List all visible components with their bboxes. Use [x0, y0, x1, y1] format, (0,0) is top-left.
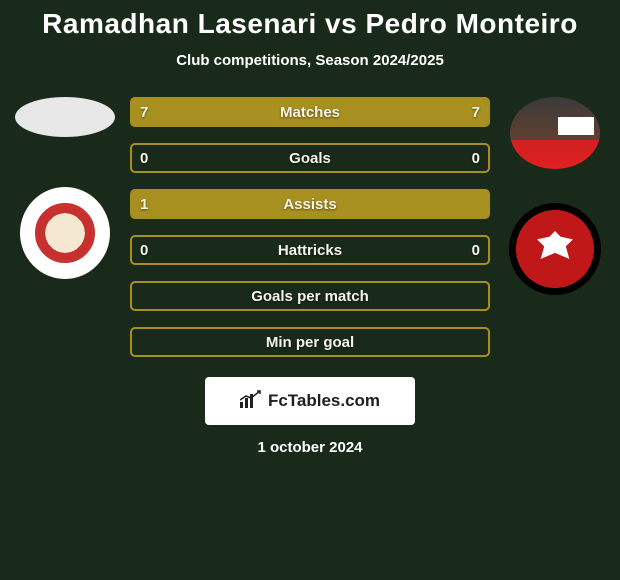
stat-label: Min per goal	[266, 334, 354, 351]
left-player-column	[10, 97, 120, 279]
stat-row: Min per goal	[130, 327, 490, 357]
stat-value-right: 0	[472, 150, 480, 167]
stat-value-left: 0	[140, 150, 148, 167]
stat-row: 1 Assists	[130, 189, 490, 219]
stat-label: Matches	[280, 104, 340, 121]
stat-row: Goals per match	[130, 281, 490, 311]
stat-value-right: 7	[472, 104, 480, 121]
stat-label: Assists	[283, 196, 336, 213]
stat-row: 0 Goals 0	[130, 143, 490, 173]
player-photo-left	[15, 97, 115, 137]
page-title: Ramadhan Lasenari vs Pedro Monteiro	[0, 0, 620, 40]
stat-value-right: 0	[472, 242, 480, 259]
player-photo-right	[510, 97, 600, 169]
stat-value-left: 1	[140, 196, 148, 213]
chart-icon	[240, 390, 262, 413]
stat-row: 7 Matches 7	[130, 97, 490, 127]
stat-row: 0 Hattricks 0	[130, 235, 490, 265]
branding-badge: FcTables.com	[205, 377, 415, 425]
right-player-column	[500, 97, 610, 295]
stat-label: Goals per match	[251, 288, 369, 305]
date-text: 1 october 2024	[0, 439, 620, 456]
stat-bars: 7 Matches 7 0 Goals 0 1 Assists 0 Hattricks 0 Goals…	[130, 97, 490, 357]
stat-label: Hattricks	[278, 242, 342, 259]
subtitle: Club competitions, Season 2024/2025	[0, 52, 620, 69]
club-badge-right	[509, 203, 601, 295]
stat-value-left: 7	[140, 104, 148, 121]
comparison-area: 7 Matches 7 0 Goals 0 1 Assists 0 Hattricks 0 Goals…	[0, 97, 620, 357]
branding-text: FcTables.com	[268, 391, 380, 411]
club-badge-left	[20, 187, 110, 279]
stat-label: Goals	[289, 150, 331, 167]
stat-value-left: 0	[140, 242, 148, 259]
